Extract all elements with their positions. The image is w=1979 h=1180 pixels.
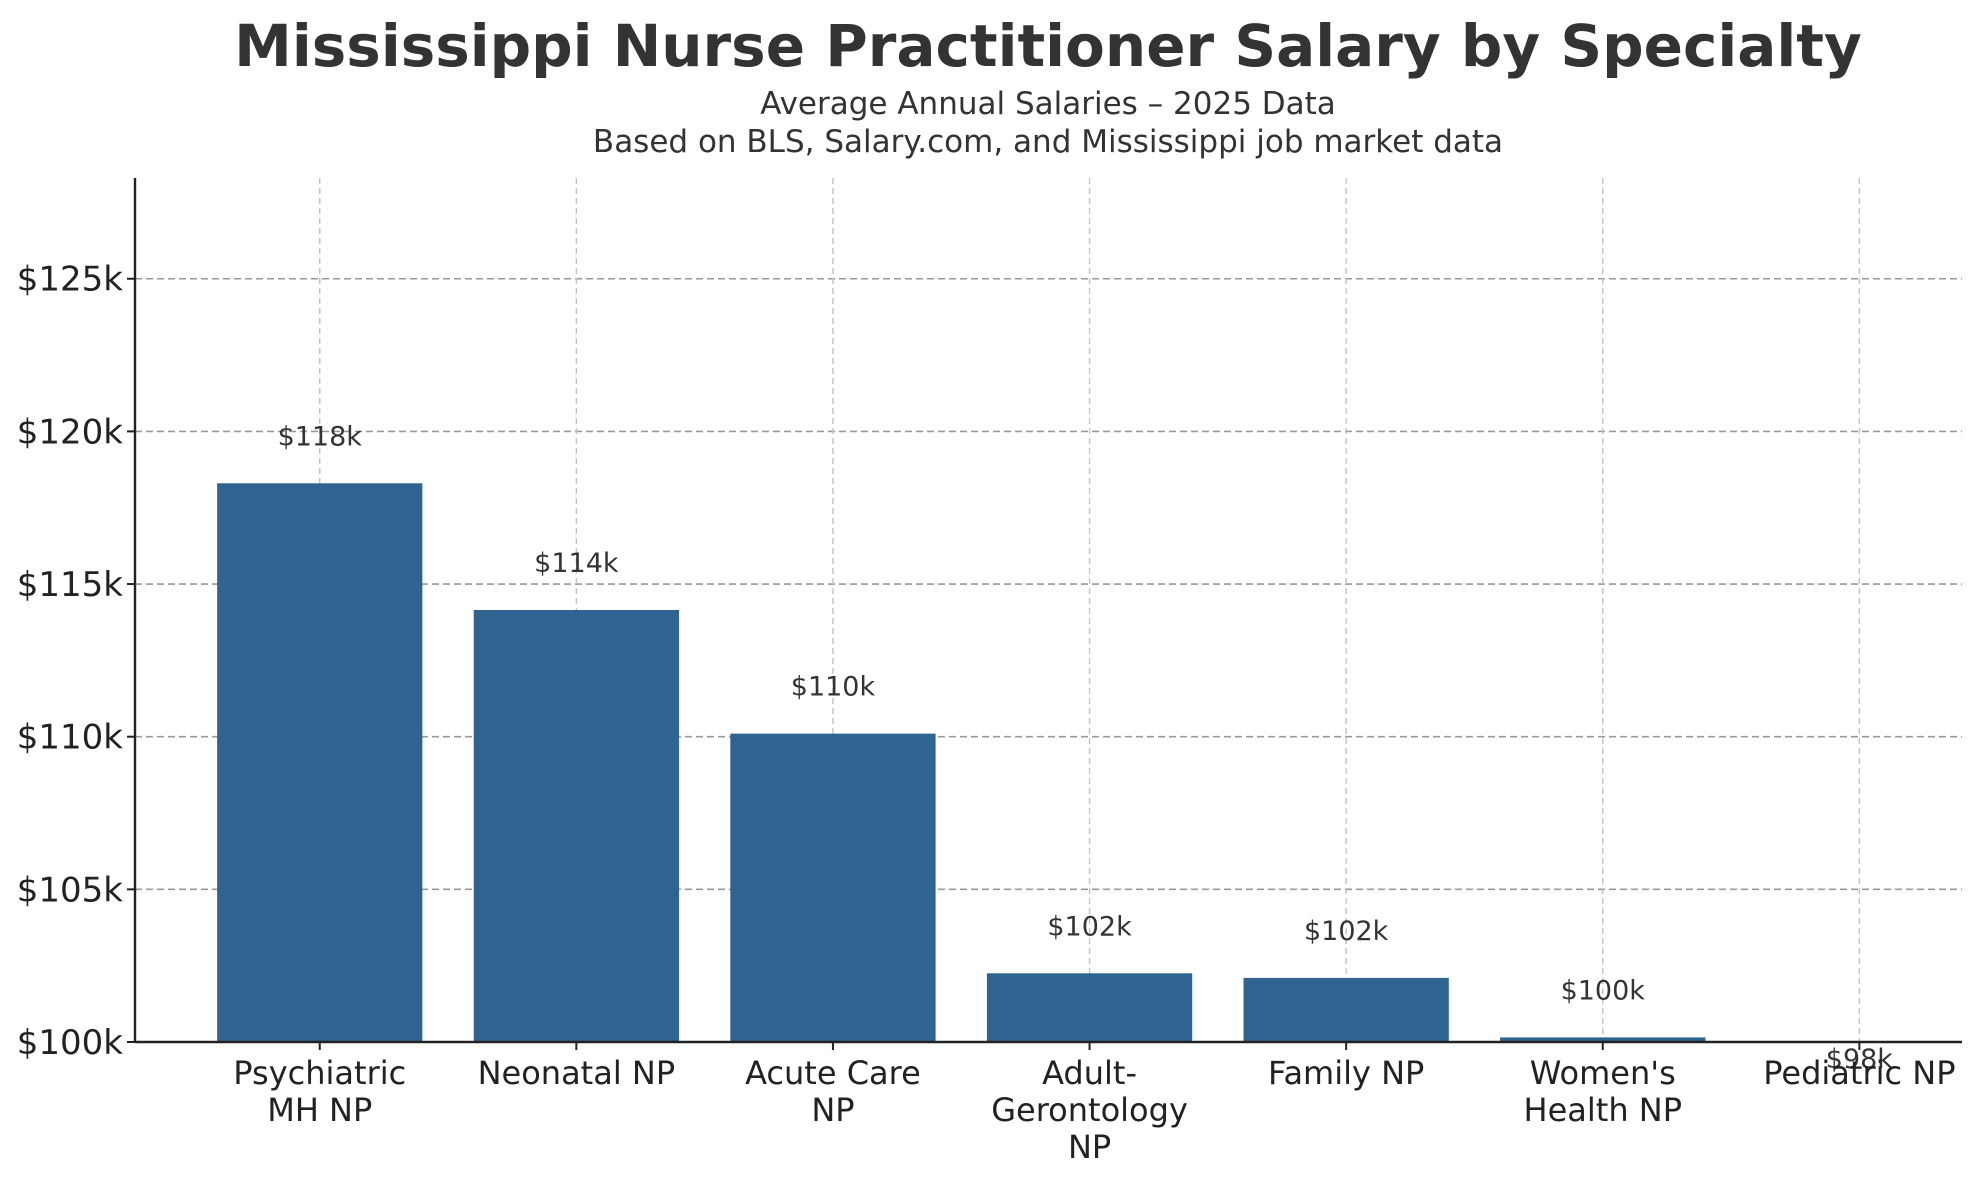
axes [133, 178, 1962, 1044]
bar [1500, 1037, 1706, 1042]
x-tick-label-line: MH NP [267, 1091, 372, 1129]
data-label: $114k [534, 548, 619, 579]
x-tick-label: Family NP [1268, 1054, 1424, 1092]
y-tick-label: $110k [17, 718, 124, 758]
x-tick-label: Women's Health NP [1524, 1054, 1682, 1129]
bar [730, 733, 936, 1042]
x-tick-label-line: Pediatric NP [1763, 1054, 1955, 1092]
chart-subtitle-line-1: Average Annual Salaries – 2025 Data [760, 86, 1336, 122]
bar [986, 973, 1193, 1042]
x-tick-label: Acute Care NP [745, 1054, 921, 1129]
y-tick-label: $105k [17, 870, 124, 910]
bar [473, 610, 679, 1042]
y-tick-labels: $100k $105k $110k $115k $120k $125k [17, 260, 135, 1063]
x-tick-label: Pediatric NP [1763, 1054, 1955, 1092]
data-label: $102k [1304, 916, 1389, 947]
x-tick-label-line: NP [1068, 1128, 1111, 1166]
data-label: $118k [278, 421, 363, 452]
y-tick-label: $125k [17, 260, 124, 300]
data-labels: $118k$114k$110k$102k $102k$100k$98k [278, 421, 1894, 1075]
y-tick-label: $120k [17, 412, 124, 452]
chart-subtitle-line-2: Based on BLS, Salary.com, and Mississipp… [593, 124, 1503, 160]
x-tick-label-line: Women's [1530, 1054, 1676, 1092]
x-tick-label-line: Gerontology [991, 1091, 1188, 1129]
x-tick-label-line: Adult- [1042, 1054, 1137, 1092]
y-tick-label: $100k [17, 1023, 124, 1063]
data-label: $102k [1047, 911, 1132, 942]
x-tick-label-line: Neonatal NP [478, 1054, 676, 1092]
bars [217, 483, 1706, 1042]
x-tick-label-line: Psychiatric [233, 1054, 406, 1092]
y-tick-label: $115k [17, 565, 124, 605]
x-tick-label-line: Acute Care [745, 1054, 921, 1092]
bar [217, 483, 423, 1042]
x-tick-label: Neonatal NP [478, 1054, 676, 1092]
x-tick-label-line: Health NP [1524, 1091, 1682, 1129]
x-tick-label: Psychiatric MH NP [233, 1054, 406, 1129]
x-tick-label-line: Family NP [1268, 1054, 1424, 1092]
data-label: $100k [1561, 975, 1646, 1006]
x-tick-label-line: NP [811, 1091, 854, 1129]
chart-title: Mississippi Nurse Practitioner Salary by… [234, 12, 1862, 80]
x-tick-label: Adult-Gerontology NP [991, 1054, 1188, 1166]
bar [1243, 977, 1449, 1042]
data-label: $110k [791, 672, 876, 703]
